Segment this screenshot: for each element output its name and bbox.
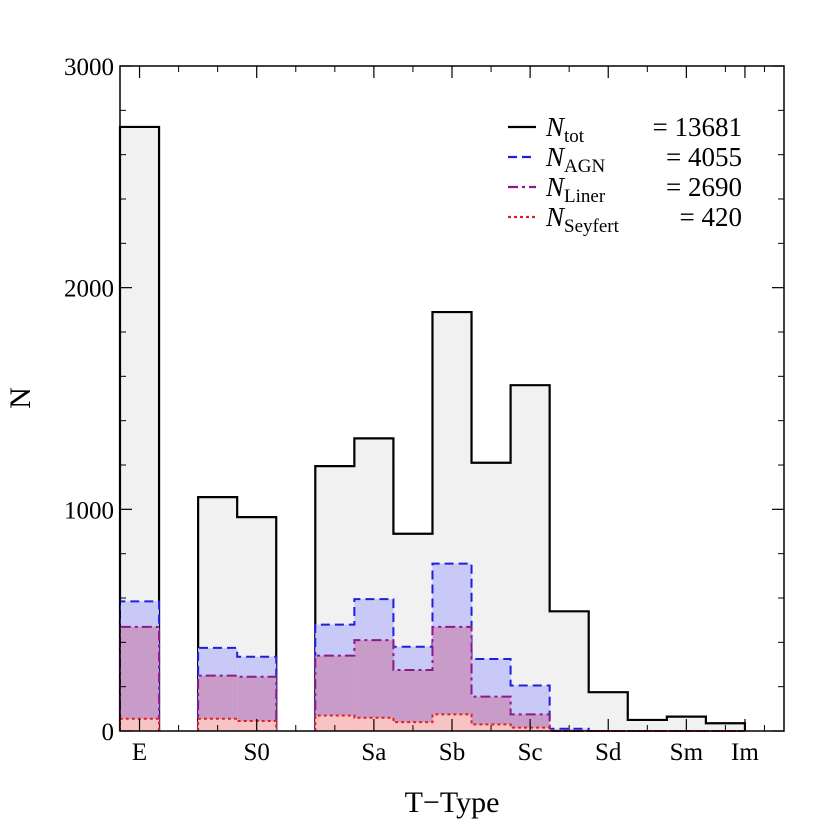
legend-label-n-agn: NAGN: [545, 142, 605, 177]
x-tick-label-sd: Sd: [595, 739, 622, 766]
bar-n-seyfert-t0: [315, 715, 355, 731]
ticks-layer: [120, 65, 784, 732]
bar-n-liner-t1: [354, 640, 394, 731]
legend-label-n-seyfert: NSeyfert: [545, 202, 620, 237]
legend-value-n-seyfert: = 420: [680, 202, 742, 232]
outline-n-seyfert-2: [314, 713, 745, 732]
outline-n-liner-0: [119, 625, 161, 731]
outline-n-liner-2: [314, 625, 745, 732]
bar-n-liner-t3: [432, 626, 472, 731]
bar-n-liner-t2: [393, 670, 433, 731]
legend: Ntot = 13681 NAGN = 4055 NLiner = 2690 NSeyfer…: [508, 112, 742, 237]
legend-label-n-tot: Ntot: [545, 112, 585, 147]
x-tick-label-sc: Sc: [518, 739, 543, 766]
tick-labels: 0 1000 2000 3000 E S0 Sa Sb Sc Sd Sm Im: [64, 54, 759, 766]
x-tick-label-e: E: [132, 739, 147, 766]
bar-n-tot-t5: [510, 385, 550, 731]
y-tick-label: 0: [102, 719, 115, 746]
x-tick-label-sm: Sm: [670, 739, 704, 766]
bar-n-tot-t6: [549, 611, 589, 731]
outline-n-agn-1: [197, 646, 278, 731]
y-axis-title: N: [4, 387, 37, 409]
x-tick-label-s0: S0: [244, 739, 270, 766]
series-layer: [118, 125, 747, 732]
bar-n-seyfert-t-3: [198, 718, 238, 731]
legend-label-n-liner: NLiner: [545, 172, 606, 207]
bar-n-liner-t-5: [120, 626, 160, 731]
x-tick-label-sb: Sb: [439, 739, 465, 766]
outline-n-tot-2: [314, 310, 747, 731]
x-axis-title: T−Type: [405, 786, 500, 819]
outline-n-tot-1: [197, 496, 278, 731]
y-tick-label: 1000: [64, 497, 114, 524]
series-n-liner: [119, 625, 745, 732]
legend-value-n-liner: = 2690: [666, 172, 742, 202]
y-tick-label: 2000: [64, 276, 114, 303]
x-tick-label-im: Im: [731, 739, 759, 766]
y-tick-label: 3000: [64, 54, 114, 81]
legend-value-n-tot: = 13681: [653, 112, 742, 142]
legend-value-n-agn: = 4055: [666, 142, 742, 172]
outline-n-liner-1: [197, 674, 278, 731]
x-tick-label-sa: Sa: [361, 739, 386, 766]
